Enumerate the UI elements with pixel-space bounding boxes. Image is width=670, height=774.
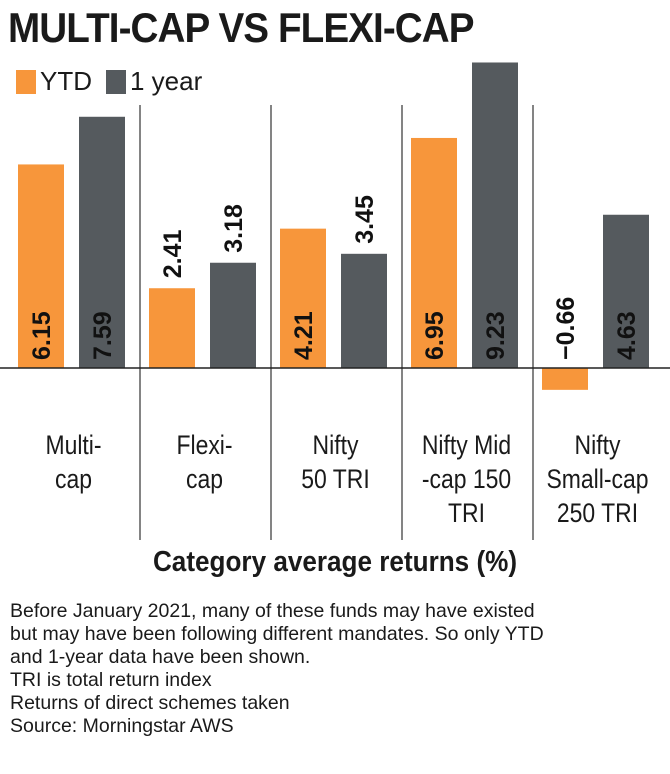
category-label: Nifty Small-cap 250 TRI — [546, 430, 649, 528]
category-label: Flexi-cap — [176, 430, 233, 494]
bar-1-year — [603, 214, 649, 368]
bar-1-year — [472, 62, 518, 368]
value-label-1-year: 3.45 — [351, 195, 379, 244]
value-label-1-year: 9.23 — [482, 311, 510, 360]
bar-ytd — [18, 164, 64, 368]
footnotes: Before January 2021, many of these funds… — [10, 600, 660, 738]
legend-item-ytd: YTD — [16, 66, 92, 97]
value-label-1-year: 4.63 — [613, 311, 641, 360]
legend-swatch-1-year — [106, 69, 126, 94]
bar-1-year — [341, 253, 387, 368]
value-label-1-year: 3.18 — [220, 204, 248, 253]
footnote-line: TRI is total return index — [10, 669, 212, 691]
chart-title: MULTI-CAP VS FLEXI-CAP — [8, 4, 475, 51]
value-label-ytd: 6.95 — [421, 311, 449, 360]
legend-label-ytd: YTD — [40, 66, 92, 96]
bar-ytd — [411, 137, 457, 368]
footnote-line: Source: Morningstar AWS — [10, 715, 234, 737]
category-label: Nifty 50 TRI — [301, 430, 370, 494]
value-label-ytd: 4.21 — [290, 311, 318, 360]
bar-ytd — [542, 368, 588, 390]
bar-ytd — [280, 228, 326, 368]
value-label-ytd: 6.15 — [28, 311, 56, 360]
footnote-line: and 1-year data have been shown. — [10, 646, 311, 668]
legend-item-1-year: 1 year — [106, 66, 202, 97]
bar-1-year — [210, 262, 256, 368]
legend: YTD 1 year — [16, 66, 216, 97]
bar-1-year — [79, 116, 125, 368]
footnote-line: but may have been following different ma… — [10, 623, 544, 645]
x-axis-title: Category average returns (%) — [152, 546, 518, 578]
footnote-line: Returns of direct schemes taken — [10, 692, 290, 714]
value-label-ytd: −0.66 — [552, 297, 580, 360]
footnote-line: Before January 2021, many of these funds… — [10, 600, 535, 622]
bar-chart: 6.15 2.41 4.21 6.95 −0.66 7.59 3.18 3.45 9.23 4.6… — [0, 62, 670, 540]
category-label: Nifty Mid -cap 150 TRI — [421, 430, 512, 528]
bar-ytd — [149, 288, 195, 368]
value-label-ytd: 2.41 — [159, 229, 187, 278]
value-label-1-year: 7.59 — [89, 311, 117, 360]
legend-label-1-year: 1 year — [130, 66, 203, 96]
legend-swatch-ytd — [16, 69, 36, 94]
category-label: Multi-cap — [45, 430, 102, 494]
